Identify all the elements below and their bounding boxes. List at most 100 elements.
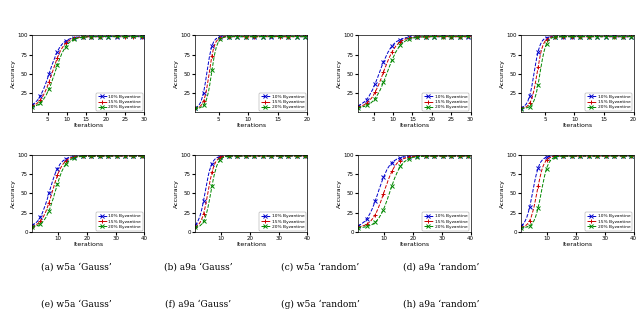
15% Byzantine	[368, 96, 376, 100]
10% Byzantine	[630, 35, 637, 39]
10% Byzantine	[355, 104, 362, 108]
15% Byzantine	[236, 35, 244, 39]
15% Byzantine	[205, 73, 212, 77]
15% Byzantine	[65, 157, 72, 161]
15% Byzantine	[517, 225, 525, 229]
20% Byzantine	[531, 97, 538, 100]
10% Byzantine	[278, 34, 286, 38]
20% Byzantine	[192, 107, 200, 110]
15% Byzantine	[599, 154, 607, 158]
15% Byzantine	[99, 154, 107, 158]
Legend: 10% Byzantine, 15% Byzantine, 20% Byzantine: 10% Byzantine, 15% Byzantine, 20% Byzant…	[585, 93, 632, 111]
20% Byzantine	[111, 154, 118, 158]
Line: 15% Byzantine: 15% Byzantine	[193, 154, 309, 229]
20% Byzantine	[436, 154, 444, 158]
10% Byzantine	[588, 35, 596, 39]
10% Byzantine	[65, 156, 72, 159]
Line: 20% Byzantine: 20% Byzantine	[520, 34, 636, 110]
10% Byzantine	[191, 223, 199, 227]
Line: 15% Byzantine: 15% Byzantine	[30, 154, 146, 228]
20% Byzantine	[399, 41, 407, 44]
20% Byzantine	[431, 154, 439, 157]
15% Byzantine	[273, 34, 280, 38]
15% Byzantine	[141, 34, 148, 38]
10% Byzantine	[141, 34, 148, 38]
15% Byzantine	[109, 154, 117, 158]
20% Byzantine	[599, 34, 607, 38]
10% Byzantine	[599, 154, 607, 158]
10% Byzantine	[368, 89, 376, 93]
20% Byzantine	[303, 154, 311, 158]
15% Byzantine	[294, 34, 301, 38]
20% Byzantine	[588, 154, 596, 158]
X-axis label: Iterations: Iterations	[563, 123, 593, 128]
10% Byzantine	[464, 34, 472, 38]
20% Byzantine	[599, 154, 607, 158]
10% Byzantine	[191, 106, 199, 109]
10% Byzantine	[273, 35, 281, 39]
15% Byzantine	[110, 35, 118, 39]
20% Byzantine	[391, 52, 399, 55]
15% Byzantine	[99, 35, 107, 39]
Legend: 10% Byzantine, 15% Byzantine, 20% Byzantine: 10% Byzantine, 15% Byzantine, 20% Byzant…	[259, 213, 306, 231]
10% Byzantine	[562, 35, 570, 39]
10% Byzantine	[467, 35, 474, 39]
10% Byzantine	[73, 155, 81, 158]
Y-axis label: Accuracy: Accuracy	[337, 179, 342, 208]
20% Byzantine	[99, 35, 107, 39]
10% Byzantine	[65, 37, 72, 41]
X-axis label: Iterations: Iterations	[563, 242, 593, 247]
20% Byzantine	[517, 226, 525, 230]
20% Byzantine	[518, 226, 525, 230]
20% Byzantine	[28, 225, 36, 229]
15% Byzantine	[531, 85, 538, 89]
15% Byzantine	[391, 165, 399, 168]
15% Byzantine	[110, 154, 118, 158]
20% Byzantine	[191, 225, 199, 229]
10% Byzantine	[28, 103, 36, 107]
Line: 15% Byzantine: 15% Byzantine	[356, 154, 472, 229]
Legend: 10% Byzantine, 15% Byzantine, 20% Byzantine: 10% Byzantine, 15% Byzantine, 20% Byzant…	[259, 93, 306, 111]
15% Byzantine	[435, 154, 443, 158]
10% Byzantine	[205, 172, 212, 176]
10% Byzantine	[28, 223, 36, 227]
20% Byzantine	[467, 154, 474, 158]
X-axis label: Iterations: Iterations	[399, 242, 429, 247]
10% Byzantine	[228, 35, 236, 39]
15% Byzantine	[116, 34, 124, 38]
10% Byzantine	[111, 34, 118, 38]
10% Byzantine	[588, 154, 596, 158]
15% Byzantine	[598, 35, 606, 39]
20% Byzantine	[73, 36, 81, 40]
10% Byzantine	[554, 154, 562, 158]
20% Byzantine	[87, 154, 95, 157]
10% Byzantine	[605, 34, 612, 38]
15% Byzantine	[28, 104, 36, 108]
15% Byzantine	[192, 107, 200, 110]
10% Byzantine	[236, 35, 244, 39]
15% Byzantine	[205, 187, 212, 191]
15% Byzantine	[127, 154, 135, 157]
15% Byzantine	[425, 35, 433, 39]
Y-axis label: Accuracy: Accuracy	[11, 179, 16, 208]
Line: 10% Byzantine: 10% Byzantine	[356, 154, 472, 227]
20% Byzantine	[436, 154, 444, 158]
10% Byzantine	[355, 224, 362, 228]
15% Byzantine	[273, 34, 281, 38]
Line: 10% Byzantine: 10% Byzantine	[30, 154, 146, 227]
10% Byzantine	[436, 35, 444, 39]
Line: 10% Byzantine: 10% Byzantine	[30, 34, 146, 107]
20% Byzantine	[355, 226, 362, 230]
15% Byzantine	[303, 34, 311, 38]
Text: (e) w5a ‘Gauss’: (e) w5a ‘Gauss’	[42, 299, 112, 308]
20% Byzantine	[391, 175, 399, 179]
10% Byzantine	[192, 106, 200, 109]
20% Byzantine	[355, 226, 363, 230]
20% Byzantine	[562, 154, 570, 158]
15% Byzantine	[608, 154, 616, 157]
20% Byzantine	[355, 106, 362, 110]
10% Byzantine	[273, 154, 281, 158]
Line: 15% Byzantine: 15% Byzantine	[30, 34, 146, 108]
20% Byzantine	[467, 35, 474, 39]
20% Byzantine	[109, 34, 117, 38]
